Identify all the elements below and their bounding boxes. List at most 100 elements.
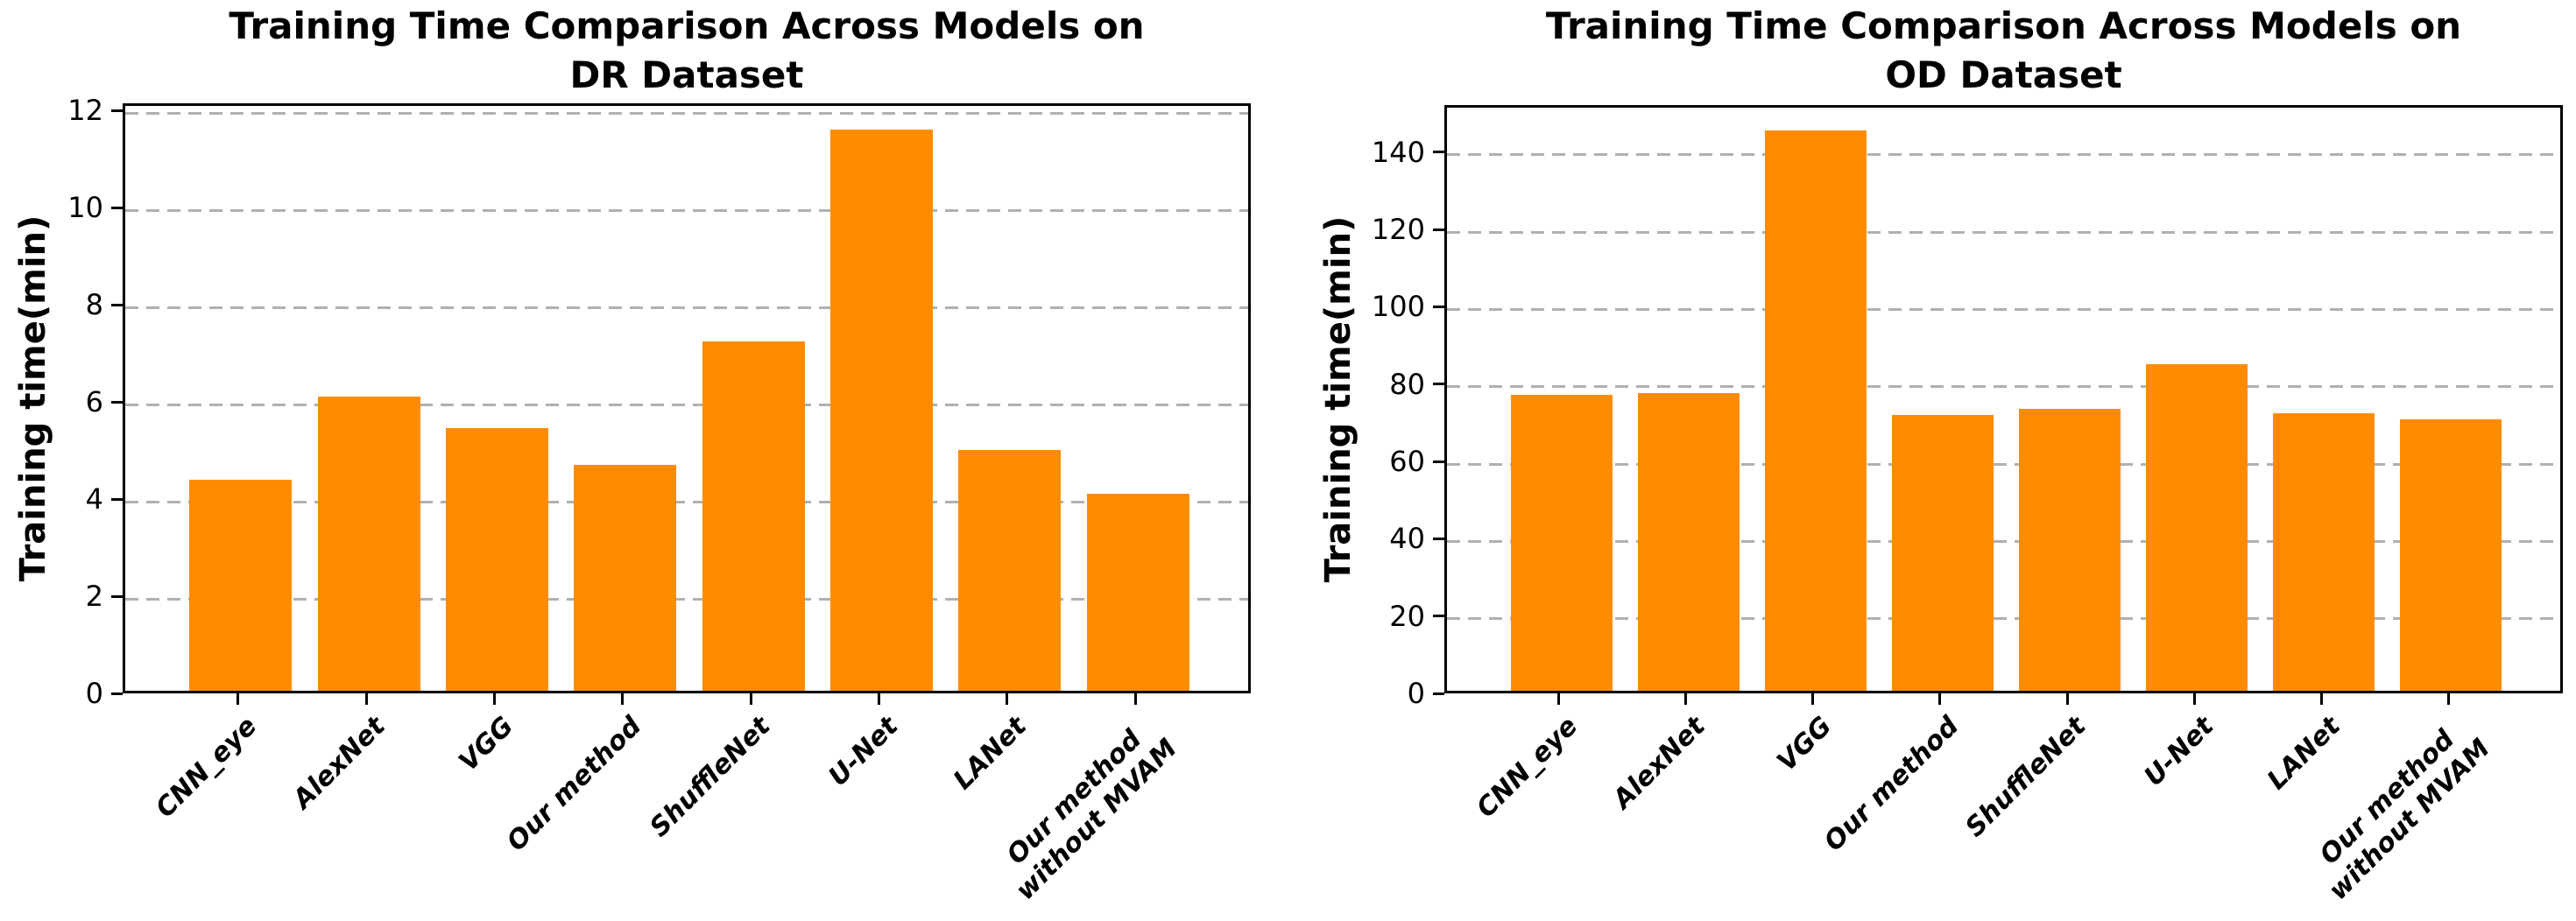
y-tick-label: 20 [1389,599,1425,633]
chart-dr-dataset: Training Time Comparison Across Models o… [13,2,1251,906]
y-tick-mark [1433,151,1444,154]
bar-alexnet [1637,393,1740,691]
bar-shufflenet [2019,409,2121,691]
grid-line [1447,462,2560,466]
x-tick-label: LANet [2262,711,2347,796]
grid-line [125,208,1248,212]
x-tick-mark [878,693,881,705]
chart-title-od-line1: Training Time Comparison Across Models o… [1545,4,2462,47]
y-tick-mark [111,400,123,404]
chart-od-dataset: Training Time Comparison Across Models o… [1288,0,2576,921]
grid-line [1447,539,2560,543]
grid-line [125,500,1248,503]
x-tick-mark [2192,693,2196,705]
grid-line [125,597,1248,601]
x-tick-mark [2065,693,2069,705]
chart-title-dr-line1: Training Time Comparison Across Models o… [229,4,1145,47]
bar-lanet [958,450,1062,691]
bar-vgg [445,428,548,691]
y-tick-mark [1433,383,1444,386]
x-tick-label: U-Net [822,711,905,793]
y-tick-mark [1433,692,1444,695]
x-tick-mark [492,693,496,705]
grid-line [1447,307,2560,311]
bar-cnn_eye [189,479,293,691]
x-tick-mark [1557,693,1561,705]
y-tick-label: 0 [85,677,103,710]
y-tick-mark [111,692,123,695]
x-tick-label: VGG [453,711,520,777]
grid-line [1447,230,2560,234]
bar-our-method-without-mvam [1086,494,1189,691]
bar-u-net [830,130,934,691]
x-tick-mark [1684,693,1688,705]
plot-area-od [1444,105,2563,693]
x-tick-mark [1938,693,1942,705]
bar-alexnet [317,397,420,691]
chart-title-od: Training Time Comparison Across Models o… [1444,2,2563,100]
grid-line [1447,617,2560,621]
x-tick-mark [2319,693,2323,705]
y-tick-mark [1433,460,1444,463]
bar-lanet [2273,413,2375,691]
grid-line [1447,385,2560,389]
x-tick-label: U-Net [2137,711,2220,793]
y-tick-label: 80 [1389,367,1425,401]
y-tick-mark [1433,228,1444,231]
x-tick-label: AlexNet [1606,711,1711,815]
bar-vgg [1764,130,1867,691]
chart-title-dr-line2: DR Dataset [569,53,804,96]
x-tick-mark [1133,693,1137,705]
x-tick-mark [1811,693,1815,705]
y-tick-label: 6 [85,385,103,419]
y-tick-mark [1433,537,1444,540]
y-tick-mark [111,594,123,598]
x-tick-label: CNN_eye [1471,711,1584,825]
chart-title-dr: Training Time Comparison Across Models o… [123,2,1251,100]
y-tick-mark [111,109,123,112]
x-tick-label: Our method [501,711,648,858]
chart-title-od-line2: OD Dataset [1885,53,2122,96]
y-tick-label: 0 [1407,677,1425,710]
x-tick-mark [1006,693,1009,705]
y-tick-label: 140 [1371,135,1425,169]
y-tick-label: 10 [67,191,103,225]
grid-line [125,403,1248,406]
bar-shufflenet [702,341,805,691]
y-tick-label: 8 [85,288,103,322]
bar-our-method [1891,415,1994,691]
y-tick-mark [1433,615,1444,618]
y-tick-label: 100 [1371,290,1425,324]
x-tick-label: LANet [947,711,1033,796]
y-tick-label: 60 [1389,445,1425,479]
x-tick-label: VGG [1771,711,1838,777]
x-tick-mark [749,693,752,705]
bar-u-net [2146,364,2248,691]
x-tick-label: Our method [1818,711,1966,858]
x-tick-label: CNN_eye [150,711,264,825]
y-tick-label: 40 [1389,522,1425,556]
x-tick-mark [364,693,368,705]
y-tick-mark [111,206,123,209]
y-tick-label: 2 [85,580,103,614]
bar-cnn_eye [1510,395,1613,691]
y-tick-mark [111,497,123,501]
y-tick-label: 12 [67,94,103,128]
bar-our-method-without-mvam [2400,419,2502,691]
grid-line [1447,153,2560,157]
grid-line [125,111,1248,115]
x-tick-mark [2446,693,2450,705]
grid-line [125,306,1248,309]
y-tick-label: 4 [85,482,103,517]
x-tick-label: ShuffleNet [643,711,776,844]
x-tick-mark [236,693,240,705]
x-tick-label: AlexNet [287,711,392,815]
x-tick-mark [621,693,625,705]
y-tick-mark [1433,305,1444,308]
bar-our-method [574,465,677,691]
plot-area-dr [123,103,1251,693]
x-tick-label: ShuffleNet [1959,711,2093,844]
y-tick-label: 120 [1371,213,1425,247]
y-tick-mark [111,303,123,306]
